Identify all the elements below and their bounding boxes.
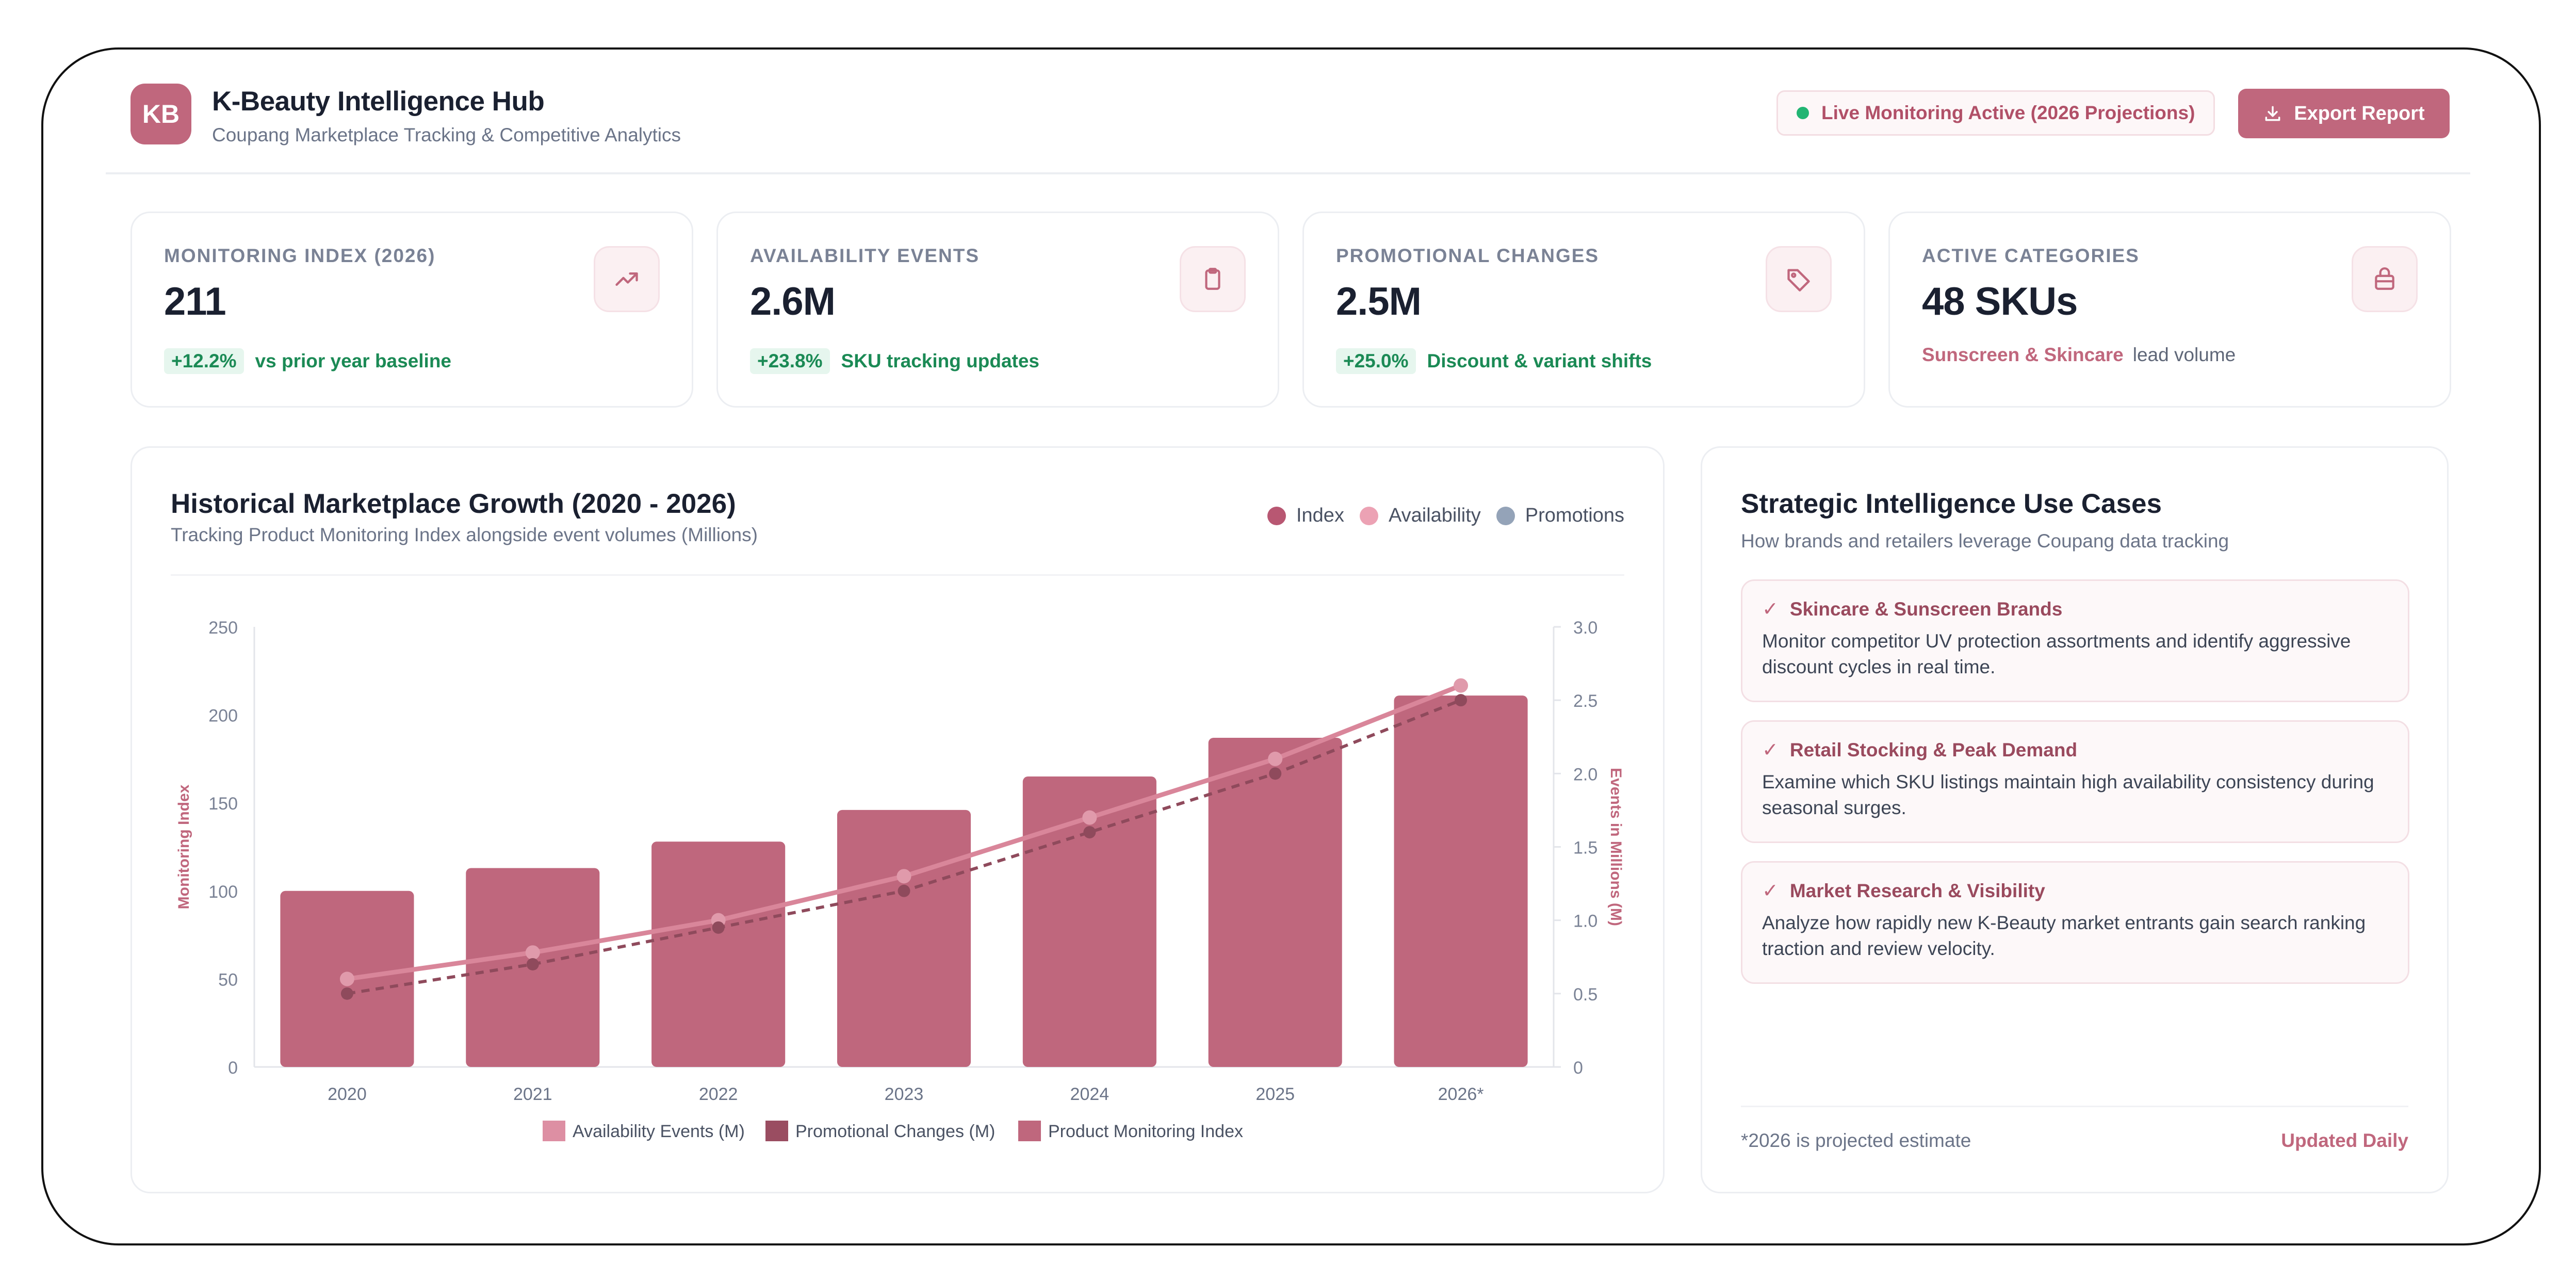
export-report-label: Export Report [2294,102,2425,124]
kpi-label: AVAILABILITY EVENTS [750,245,980,266]
kpi-label: MONITORING INDEX (2026) [164,245,436,266]
kpi-note: vs prior year baseline [255,350,452,371]
legend-dot [1267,506,1286,525]
chart-top-legend: Index Availability Promotions [1252,505,1624,527]
use-case-card[interactable]: ✓ Retail Stocking & Peak Demand Examine w… [1741,720,2409,843]
legend-dot [1359,506,1378,525]
kpi-highlight: Sunscreen & Skincare [1922,344,2124,365]
kpi-value: 211 [164,280,226,323]
live-status-badge: Live Monitoring Active (2026 Projections… [1776,90,2215,136]
legend-item-index[interactable]: Index [1267,505,1344,527]
kpi-change-badge: +25.0% [1336,348,1416,374]
download-icon [2265,106,2280,121]
kpi-change-badge: +12.2% [164,348,244,374]
kpi-card-active-categories: ACTIVE CATEGORIES 48 SKUs Sunscreen & Sk… [1888,212,2451,408]
chart-panel: Historical Marketplace Growth (2020 - 20… [131,446,1665,1193]
projection-note: *2026 is projected estimate [1741,1130,1971,1151]
use-case-card[interactable]: ✓ Market Research & Visibility Analyze ho… [1741,861,2409,984]
app-title: K-Beauty Intelligence Hub [212,86,545,117]
legend-item-promotions[interactable]: Promotions [1496,505,1624,527]
chart-title: Historical Marketplace Growth (2020 - 20… [171,489,736,519]
use-cases-panel: Strategic Intelligence Use Cases How bra… [1701,446,2449,1193]
chart-subtitle: Tracking Product Monitoring Index alongs… [171,524,758,545]
kpi-change-badge: +23.8% [750,348,830,374]
kpi-value: 48 SKUs [1922,280,2078,323]
app-logo: KB [131,84,191,144]
use-cases-title: Strategic Intelligence Use Cases [1741,489,2162,519]
check-icon: ✓ [1762,598,1779,620]
kpi-card-promotional-changes: PROMOTIONAL CHANGES 2.5M +25.0% Discount… [1302,212,1865,408]
use-case-title: Skincare & Sunscreen Brands [1789,598,2063,620]
legend-label: Promotions [1525,505,1624,526]
kpi-value: 2.6M [750,280,836,323]
kpi-note: lead volume [2132,344,2236,365]
use-case-text: Analyze how rapidly new K-Beauty market … [1762,912,2366,959]
kpi-card-availability-events: AVAILABILITY EVENTS 2.6M +23.8% SKU trac… [716,212,1279,408]
legend-item-availability[interactable]: Availability [1359,505,1481,527]
bag-icon [2352,246,2418,312]
kpi-note: Discount & variant shifts [1427,350,1652,371]
use-cases-divider [1741,1106,2408,1107]
export-report-button[interactable]: Export Report [2238,89,2450,138]
kpi-card-monitoring-index: MONITORING INDEX (2026) 211 +12.2% vs pr… [131,212,693,408]
kpi-label: PROMOTIONAL CHANGES [1336,245,1600,266]
header-divider [106,172,2470,174]
kpi-value: 2.5M [1336,280,1422,323]
chart-header-divider [171,574,1624,576]
kpi-label: ACTIVE CATEGORIES [1922,245,2140,266]
status-dot-icon [1797,107,1809,119]
use-case-text: Monitor competitor UV protection assortm… [1762,630,2351,677]
check-icon: ✓ [1762,880,1779,902]
kpi-note: SKU tracking updates [841,350,1040,371]
app-subtitle: Coupang Marketplace Tracking & Competiti… [212,124,681,145]
use-case-text: Examine which SKU listings maintain high… [1762,771,2374,818]
use-case-title: Market Research & Visibility [1789,880,2045,901]
legend-label: Availability [1388,505,1481,526]
use-case-title: Retail Stocking & Peak Demand [1789,739,2078,760]
clipboard-icon [1180,246,1246,312]
tag-icon [1766,246,1832,312]
trending-up-icon [594,246,660,312]
updated-daily-label: Updated Daily [2281,1130,2408,1151]
live-status-text: Live Monitoring Active (2026 Projections… [1821,102,2195,123]
use-cases-subtitle: How brands and retailers leverage Coupan… [1741,530,2229,552]
check-icon: ✓ [1762,739,1779,761]
legend-dot [1496,506,1515,525]
legend-label: Index [1296,505,1344,526]
use-case-card[interactable]: ✓ Skincare & Sunscreen Brands Monitor com… [1741,579,2409,702]
